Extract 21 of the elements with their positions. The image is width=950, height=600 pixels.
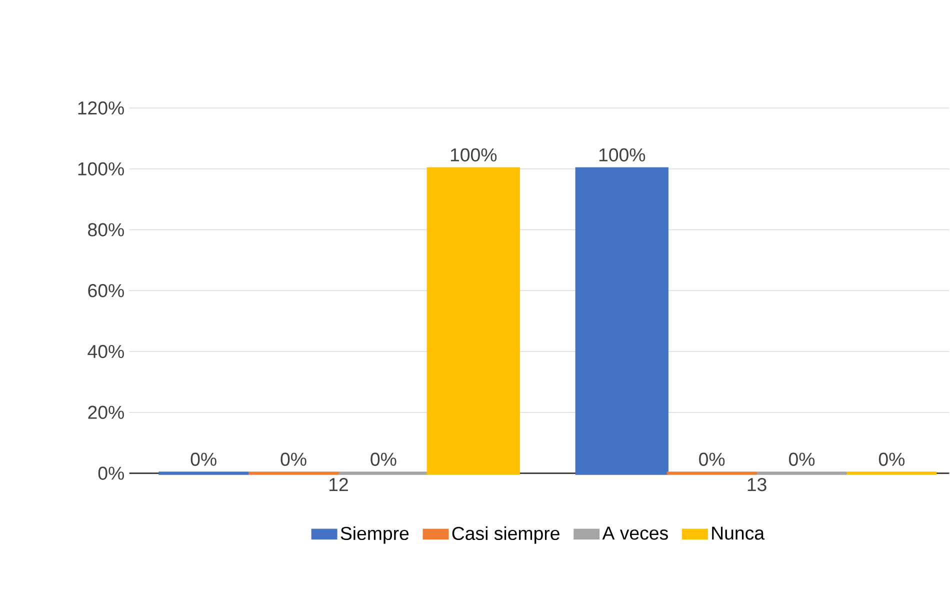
legend-label: Siempre: [340, 526, 409, 544]
x-tick-label: 13: [748, 478, 766, 492]
data-label: 0%: [699, 452, 725, 466]
y-tick-label: 0%: [98, 466, 124, 480]
y-tick-label: 20%: [88, 406, 124, 420]
data-label: 100%: [450, 148, 497, 162]
legend-label: A veces: [602, 526, 668, 540]
x-tick-label: 12: [330, 478, 348, 492]
y-tick-label: 120%: [78, 101, 124, 115]
y-tick-label: 80%: [88, 223, 124, 236]
y-tick-label: 60%: [88, 284, 124, 298]
legend-label: Casi siempre: [452, 526, 560, 544]
legend-label: Nunca: [712, 526, 765, 540]
y-tick-label: 40%: [88, 344, 124, 358]
data-label: 100%: [599, 148, 646, 162]
data-label: 0%: [280, 452, 306, 466]
data-label: 0%: [370, 452, 396, 466]
data-label: 0%: [878, 452, 905, 466]
data-label: 0%: [190, 452, 216, 466]
y-tick-label: 100%: [78, 162, 124, 176]
data-label: 0%: [788, 452, 815, 466]
